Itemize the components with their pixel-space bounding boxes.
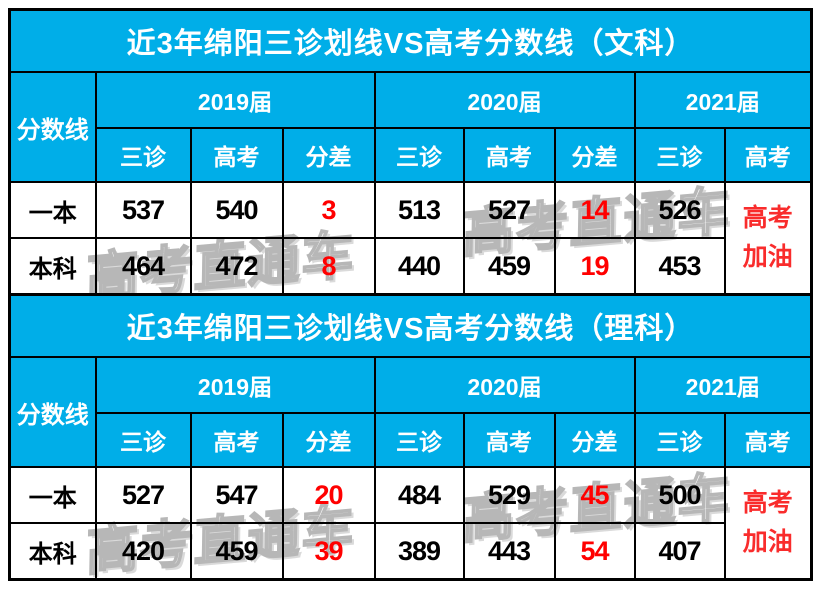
row-label-yiben: 一本: [8, 466, 97, 524]
score-cell: 440: [373, 237, 465, 296]
cheer-line2: 加油: [742, 243, 793, 271]
cheer-line1: 高考: [742, 204, 793, 233]
score-cell: 443: [462, 522, 556, 581]
col-header-fencha: 分差: [281, 412, 376, 468]
table-title-like: 近3年绵阳三诊划线VS高考分数线（理科）: [8, 293, 813, 358]
col-header-gaokao: 高考: [462, 127, 556, 183]
table-title-wenke: 近3年绵阳三诊划线VS高考分数线（文科）: [8, 8, 813, 73]
score-cell: 389: [373, 522, 465, 581]
score-cell: 464: [94, 237, 192, 296]
col-header-fencha: 分差: [553, 412, 636, 468]
diff-cell: 20: [281, 466, 376, 524]
like-score-table: 近3年绵阳三诊划线VS高考分数线（理科） 分数线 2019届 2020届 202…: [8, 293, 814, 581]
score-cell: 527: [94, 466, 192, 524]
year-header-2021: 2021届: [633, 71, 813, 129]
score-cell: 529: [462, 466, 556, 524]
diff-cell: 39: [281, 522, 376, 581]
cheer-line1: 高考: [742, 489, 793, 518]
diff-cell: 8: [281, 237, 376, 296]
col-header-sanzhen: 三诊: [633, 412, 726, 468]
year-header-2019: 2019届: [94, 71, 376, 129]
row-label-benke: 本科: [8, 237, 97, 296]
col-header-sanzhen: 三诊: [373, 127, 465, 183]
col-header-sanzhen: 三诊: [373, 412, 465, 468]
score-cell: 420: [94, 522, 192, 581]
corner-label: 分数线: [8, 71, 97, 183]
score-cell: 484: [373, 466, 465, 524]
year-header-2020: 2020届: [373, 356, 636, 414]
col-header-gaokao: 高考: [189, 412, 284, 468]
col-header-fencha: 分差: [553, 127, 636, 183]
score-cell: 526: [633, 181, 726, 239]
score-cell: 547: [189, 466, 284, 524]
diff-cell: 45: [553, 466, 636, 524]
score-cell: 500: [633, 466, 726, 524]
diff-cell: 3: [281, 181, 376, 239]
score-cell: 540: [189, 181, 284, 239]
year-header-2020: 2020届: [373, 71, 636, 129]
score-cell: 513: [373, 181, 465, 239]
score-cell: 537: [94, 181, 192, 239]
col-header-gaokao: 高考: [723, 127, 813, 183]
diff-cell: 54: [553, 522, 636, 581]
col-header-sanzhen: 三诊: [94, 412, 192, 468]
cheer-line2: 加油: [742, 528, 793, 556]
score-cell: 472: [189, 237, 284, 296]
score-cell: 407: [633, 522, 726, 581]
gaokao-jiayou-cell: 高考 加油: [723, 466, 813, 581]
diff-cell: 19: [553, 237, 636, 296]
col-header-fencha: 分差: [281, 127, 376, 183]
row-label-benke: 本科: [8, 522, 97, 581]
year-header-2019: 2019届: [94, 356, 376, 414]
score-cell: 453: [633, 237, 726, 296]
col-header-gaokao: 高考: [723, 412, 813, 468]
col-header-sanzhen: 三诊: [633, 127, 726, 183]
score-cell: 459: [189, 522, 284, 581]
col-header-sanzhen: 三诊: [94, 127, 192, 183]
wenke-score-table: 近3年绵阳三诊划线VS高考分数线（文科） 分数线 2019届 2020届 202…: [8, 8, 814, 296]
gaokao-jiayou-cell: 高考 加油: [723, 181, 813, 296]
col-header-gaokao: 高考: [462, 412, 556, 468]
score-cell: 459: [462, 237, 556, 296]
year-header-2021: 2021届: [633, 356, 813, 414]
score-cell: 527: [462, 181, 556, 239]
row-label-yiben: 一本: [8, 181, 97, 239]
diff-cell: 14: [553, 181, 636, 239]
col-header-gaokao: 高考: [189, 127, 284, 183]
corner-label: 分数线: [8, 356, 97, 468]
